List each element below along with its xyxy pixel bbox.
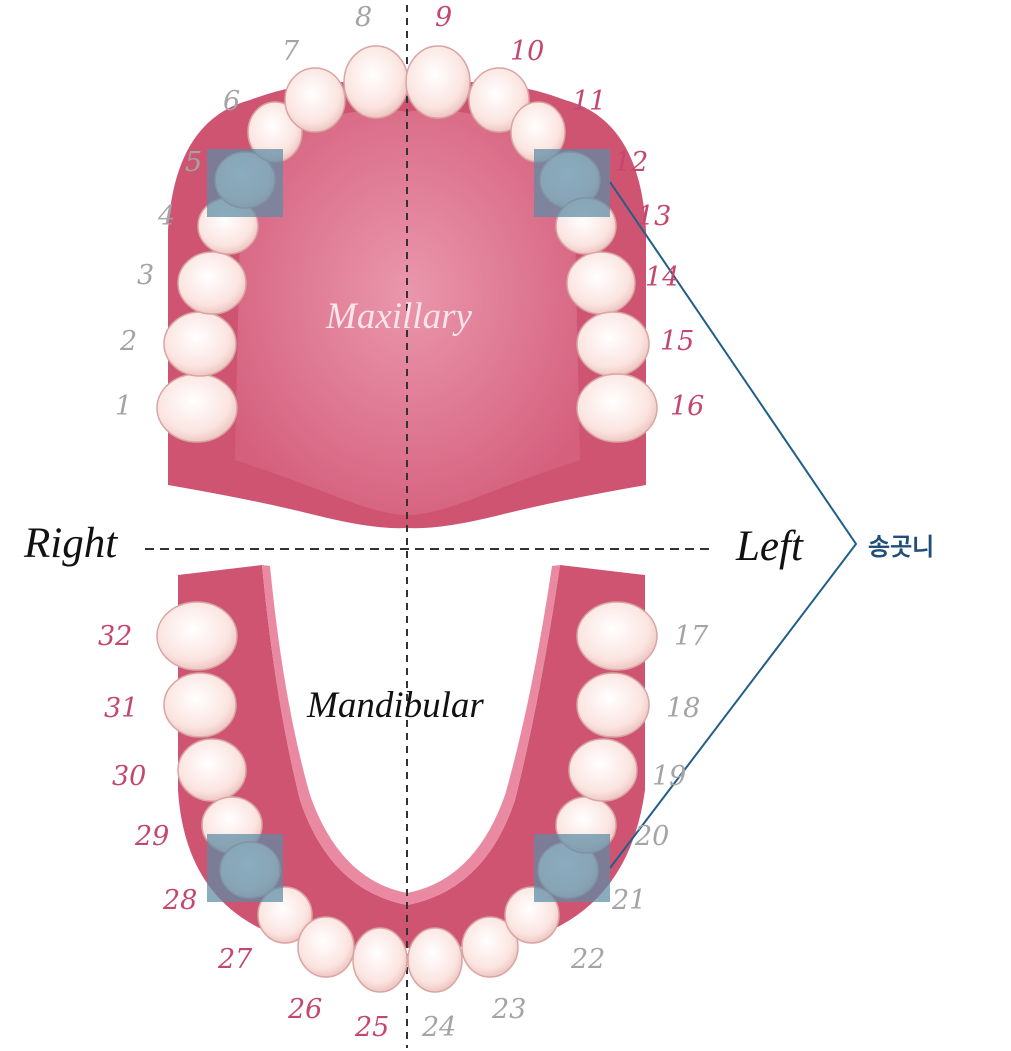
callout-line — [609, 181, 858, 869]
highlight-box-tooth-5 — [207, 149, 283, 217]
tooth-number-3: 3 — [137, 260, 155, 291]
canine-callout-label: 송곳니 — [868, 533, 935, 561]
tooth-number-15: 15 — [660, 326, 695, 357]
tooth-number-30: 30 — [112, 761, 147, 792]
tooth-number-6: 6 — [223, 86, 241, 117]
tooth-number-9: 9 — [435, 2, 453, 33]
highlight-box-tooth-21 — [534, 834, 610, 902]
tooth-number-27: 27 — [218, 944, 253, 975]
tooth-number-7: 7 — [282, 36, 300, 67]
left-label: Left — [736, 523, 803, 570]
highlight-box-tooth-12 — [534, 149, 610, 217]
tooth-number-19: 19 — [652, 761, 687, 792]
tooth-number-29: 29 — [135, 821, 170, 852]
right-label: Right — [24, 520, 118, 567]
tooth-number-8: 8 — [355, 2, 373, 33]
tooth-number-23: 23 — [492, 994, 527, 1025]
tooth-number-14: 14 — [645, 262, 680, 293]
tooth-number-13: 13 — [637, 201, 672, 232]
highlight-box-tooth-28 — [207, 834, 283, 902]
mandibular-gum — [178, 565, 645, 949]
tooth-number-28: 28 — [163, 885, 198, 916]
tooth-number-17: 17 — [674, 621, 709, 652]
tooth-number-18: 18 — [666, 693, 701, 724]
tooth-number-32: 32 — [98, 621, 133, 652]
maxillary-label: Maxillary — [326, 296, 472, 337]
tooth-number-21: 21 — [612, 885, 647, 916]
tooth-number-22: 22 — [571, 944, 606, 975]
tooth-number-1: 1 — [115, 391, 133, 422]
tooth-number-24: 24 — [422, 1012, 457, 1043]
tooth-number-20: 20 — [635, 821, 670, 852]
tooth-number-2: 2 — [120, 326, 138, 357]
tooth-number-25: 25 — [355, 1012, 390, 1043]
tooth-number-5: 5 — [185, 147, 203, 178]
maxillary-palate — [235, 109, 580, 515]
mandibular-label: Mandibular — [307, 685, 484, 726]
tooth-number-31: 31 — [104, 693, 139, 724]
tooth-number-16: 16 — [670, 391, 705, 422]
tooth-number-10: 10 — [510, 36, 545, 67]
tooth-number-11: 11 — [572, 86, 607, 117]
tooth-number-26: 26 — [288, 994, 323, 1025]
tooth-number-4: 4 — [158, 201, 176, 232]
tooth-number-12: 12 — [614, 147, 649, 178]
